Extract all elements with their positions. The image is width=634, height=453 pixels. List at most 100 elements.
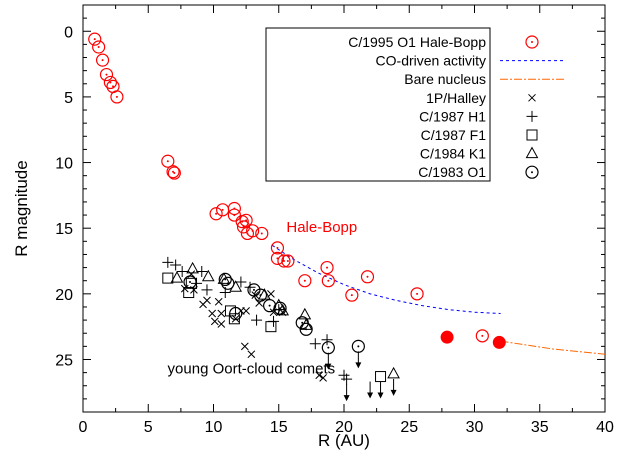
data-point <box>167 166 181 180</box>
data-point <box>183 275 197 289</box>
data-point-dot <box>481 334 484 337</box>
legend-marker-swatch <box>526 129 538 141</box>
series-line <box>271 244 501 315</box>
data-point <box>246 224 260 238</box>
x-axis-label: R (AU) <box>318 431 370 450</box>
legend-box <box>265 27 491 182</box>
data-point <box>170 259 182 271</box>
data-point <box>161 154 175 168</box>
data-point-dot <box>326 266 329 269</box>
data-point <box>263 299 277 313</box>
legend-marker-swatch <box>526 110 538 122</box>
data-point <box>253 288 268 302</box>
data-point <box>298 274 312 288</box>
data-point <box>201 269 215 282</box>
upper-limit-arrowhead <box>325 363 332 370</box>
data-point-dot <box>282 260 285 263</box>
data-point <box>410 287 424 301</box>
data-point-dot <box>101 59 104 62</box>
data-point <box>360 270 375 284</box>
axes: 0 5 10 15 20 25 30 35 40 0 5 10 15 20 25 R (AU) R magnit… <box>12 4 614 450</box>
data-point-dot <box>221 208 224 211</box>
data-point <box>88 32 102 46</box>
x-tick-label: 20 <box>335 419 353 436</box>
x-tick-label: 0 <box>79 419 88 436</box>
upper-limit-arrowhead <box>343 395 350 402</box>
data-point-dot <box>245 219 248 222</box>
data-point <box>255 226 269 241</box>
data-point-dot <box>303 279 306 282</box>
data-point <box>203 296 211 305</box>
legend-marker-swatch <box>525 35 539 49</box>
data-point <box>341 373 353 385</box>
annotation: Hale-Bopp <box>286 219 357 236</box>
data-point-dot <box>268 304 271 307</box>
data-point <box>209 207 223 221</box>
data-point <box>251 291 260 300</box>
data-point <box>217 309 226 318</box>
data-point <box>231 314 240 323</box>
data-point <box>270 241 285 255</box>
data-point <box>239 213 253 227</box>
data-point-dot <box>93 38 96 41</box>
legend-marker-swatch-dot <box>531 171 533 174</box>
data-point <box>236 220 251 234</box>
data-point <box>186 261 199 274</box>
upper-limit-arrowhead <box>377 392 384 399</box>
data-point <box>196 266 208 278</box>
data-point-dot <box>259 294 262 297</box>
data-point <box>221 276 235 290</box>
data-point-dot <box>251 229 254 232</box>
data-point-dot <box>327 346 330 349</box>
upper-limit-arrowhead <box>355 362 362 369</box>
data-point <box>92 40 106 54</box>
data-point <box>180 284 189 293</box>
legend-label: Bare nucleus <box>404 71 486 87</box>
y-tick-label: 10 <box>55 156 73 173</box>
x-tick-label: 30 <box>466 419 484 436</box>
data-point <box>492 335 506 349</box>
data-point <box>176 266 188 278</box>
data-point <box>315 371 324 380</box>
x-tick-label: 35 <box>531 419 549 436</box>
data-point-dot <box>173 172 176 175</box>
data-point <box>265 321 277 333</box>
x-tick-label: 40 <box>596 419 614 436</box>
legend-label: C/1995 O1 Hale-Bopp <box>348 34 486 50</box>
data-point-dot <box>172 170 175 173</box>
data-point-dot <box>350 294 353 297</box>
data-point <box>235 276 247 288</box>
series-group <box>183 272 365 355</box>
data-point <box>309 338 321 350</box>
data-point-dot <box>115 95 118 98</box>
data-point <box>217 320 226 328</box>
data-point <box>217 272 231 284</box>
data-point <box>240 342 249 351</box>
data-point <box>247 350 256 359</box>
data-point-dot <box>286 260 289 263</box>
upper-limit-arrowhead <box>390 389 397 396</box>
x-tick-label: 25 <box>400 419 418 436</box>
data-point <box>299 322 313 336</box>
y-tick-label: 25 <box>55 352 73 369</box>
data-point <box>273 301 287 315</box>
data-point <box>214 297 223 306</box>
legend-label: CO-driven activity <box>376 53 486 69</box>
data-point <box>345 288 359 302</box>
data-point <box>110 90 124 104</box>
data-point <box>298 307 312 320</box>
data-point-dot <box>416 292 419 295</box>
data-point <box>242 307 250 315</box>
data-point <box>295 316 309 330</box>
data-point <box>251 314 263 326</box>
data-point-dot <box>301 321 304 324</box>
legend-marker-swatch <box>528 93 536 102</box>
data-point-dot <box>260 232 263 235</box>
data-point <box>244 281 256 293</box>
data-point <box>166 165 180 179</box>
data-point <box>162 256 174 268</box>
y-tick-label: 0 <box>64 24 73 41</box>
data-point <box>201 284 213 296</box>
y-tick-label: 15 <box>55 221 73 238</box>
data-point-dot <box>305 328 308 331</box>
